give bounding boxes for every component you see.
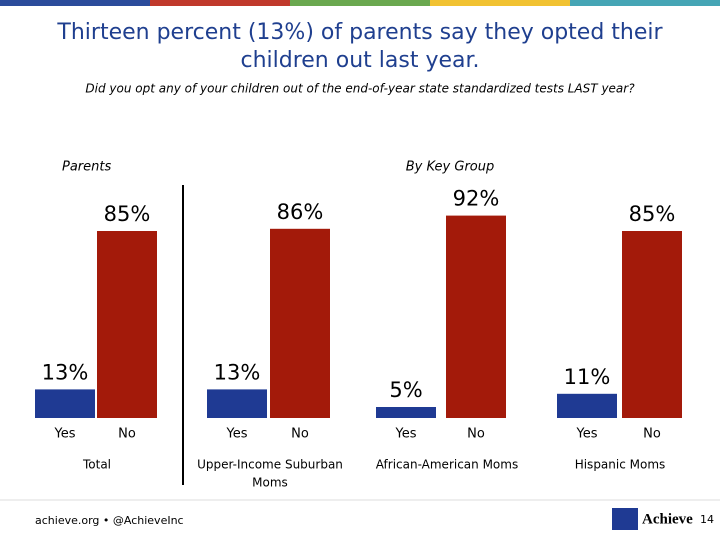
- value-label: 85%: [629, 202, 676, 226]
- value-label: 92%: [453, 187, 500, 211]
- logo-icon: [612, 508, 638, 530]
- category-label: No: [291, 427, 309, 442]
- category-label: Yes: [54, 427, 76, 442]
- category-label: No: [467, 427, 485, 442]
- bar: [376, 407, 436, 418]
- bar: [207, 389, 267, 418]
- value-label: 11%: [564, 365, 611, 389]
- subtitle: Did you opt any of your children out of …: [85, 82, 635, 96]
- value-label: 85%: [104, 202, 151, 226]
- bar: [97, 231, 157, 418]
- category-label: No: [118, 427, 136, 442]
- bar: [270, 228, 330, 418]
- left-label: Parents: [62, 160, 111, 175]
- group-label: Upper-Income Suburban: [197, 458, 343, 472]
- bar: [622, 231, 682, 418]
- category-label: Yes: [395, 427, 417, 442]
- group-label: African-American Moms: [376, 458, 518, 472]
- page-number: 14: [700, 513, 714, 526]
- category-label: Yes: [576, 427, 598, 442]
- group-label: Moms: [252, 476, 288, 490]
- category-label: No: [643, 427, 661, 442]
- category-label: Yes: [226, 427, 248, 442]
- title-line: children out last year.: [240, 48, 479, 73]
- footer-handle: achieve.org • @AchieveInc: [35, 514, 184, 527]
- logo-text: Achieve: [642, 511, 693, 527]
- bar: [557, 393, 617, 418]
- group-label: Hispanic Moms: [575, 458, 666, 472]
- title-line: Thirteen percent (13%) of parents say th…: [56, 20, 663, 45]
- right-label: By Key Group: [406, 160, 495, 175]
- group-label: Total: [82, 458, 111, 472]
- bar: [35, 389, 95, 418]
- value-label: 5%: [389, 378, 422, 402]
- value-label: 13%: [214, 360, 261, 384]
- top-stripe: [0, 0, 720, 6]
- value-label: 13%: [42, 360, 89, 384]
- bar: [446, 215, 506, 418]
- value-label: 86%: [277, 200, 324, 224]
